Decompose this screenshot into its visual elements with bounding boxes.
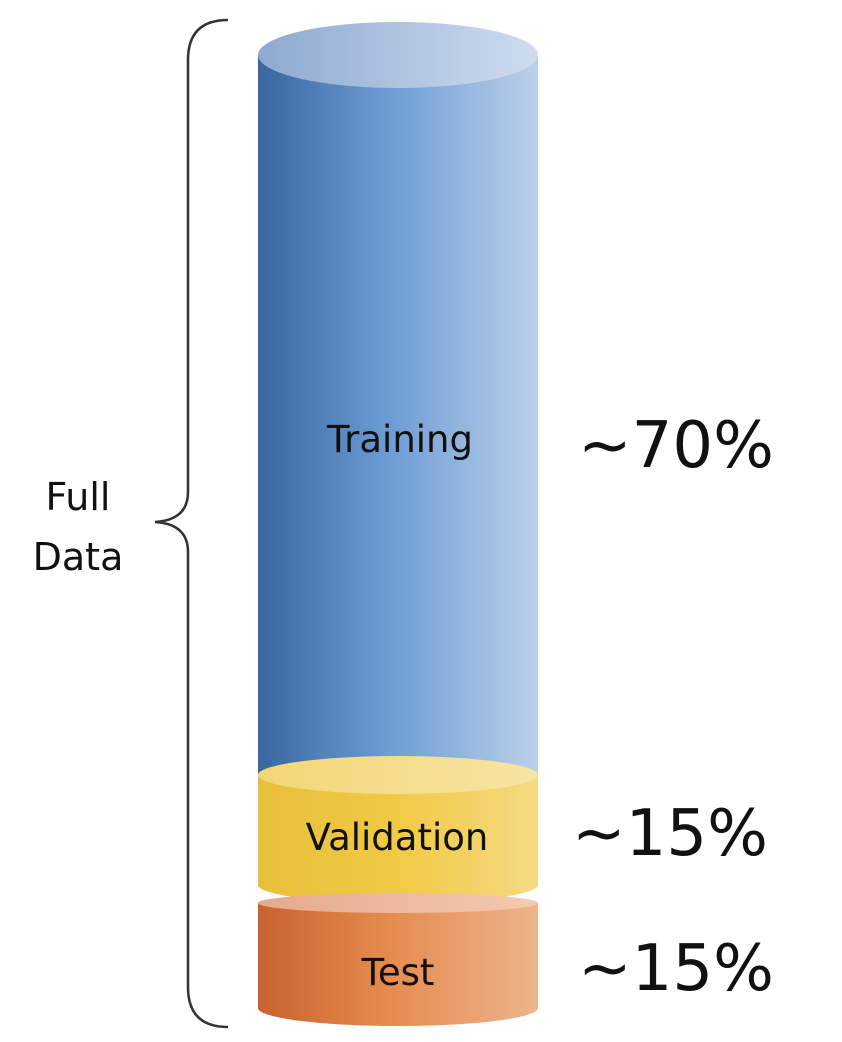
validation-label: Validation [306, 816, 489, 859]
validation-percent: ~15% [572, 797, 768, 871]
test-label: Test [361, 951, 435, 994]
training-segment [258, 22, 538, 793]
validation-cylinder-body [258, 775, 538, 903]
test-cylinder-body [258, 903, 538, 1026]
test-percent: ~15% [578, 932, 774, 1006]
training-percent: ~70% [578, 409, 774, 483]
test-cylinder-top [258, 893, 538, 913]
full-data-brace [154, 18, 229, 1029]
validation-cylinder-top [258, 756, 538, 794]
test-segment [258, 893, 538, 1026]
full-data-label-line2: Data [33, 535, 124, 579]
validation-segment [258, 756, 538, 903]
training-label: Training [326, 418, 473, 461]
training-cylinder-body [258, 55, 538, 793]
full-data-label-line1: Full [46, 475, 111, 519]
training-cylinder-top [258, 22, 538, 88]
